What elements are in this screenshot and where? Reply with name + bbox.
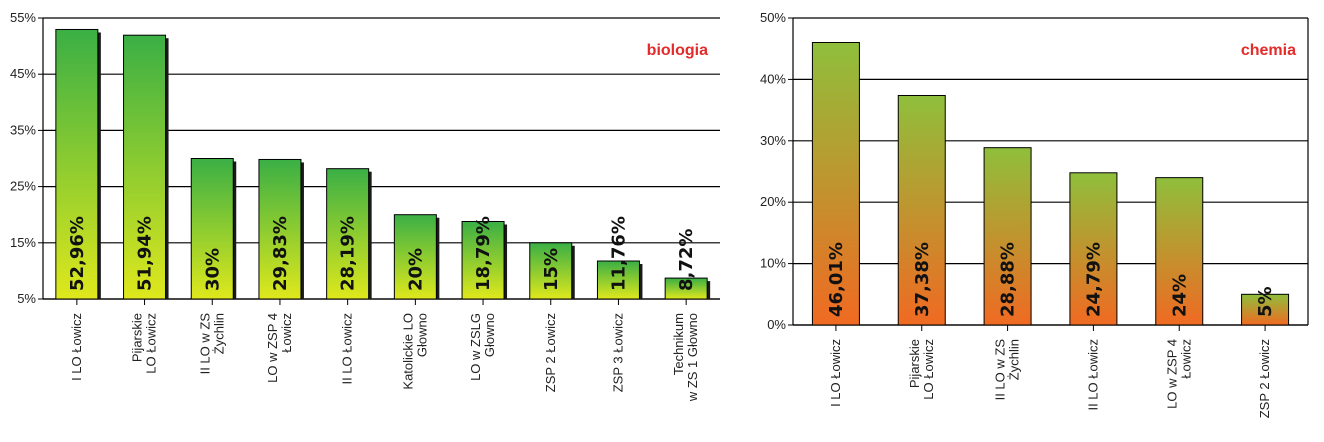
chemistry-chart: 0% 10% 20% 30% 40% 50% 46,01% I LO Łowicz 37,38%… (760, 10, 1309, 418)
value-label: 46,01% (826, 242, 847, 317)
value-label: 11,76% (608, 216, 629, 291)
value-label: 5% (1255, 286, 1276, 317)
category-label: LO w ZSP 4Łowicz (1164, 339, 1193, 409)
category-label: II LO Łowicz (340, 313, 355, 385)
y-tick-label: 45% (10, 66, 36, 81)
y-tick-label: 25% (10, 179, 36, 194)
bar (55, 28, 99, 300)
category-label: LO w ZSP 4Łowicz (265, 313, 294, 383)
category-label: PijarskieLO Łowicz (907, 339, 936, 400)
bar (258, 158, 302, 300)
value-label: 24,79% (1083, 242, 1104, 317)
category-label: I LO Łowicz (828, 339, 843, 407)
y-tick-label: 5% (17, 291, 36, 306)
value-label: 30% (202, 248, 223, 291)
value-label: 51,94% (135, 216, 156, 291)
category-label: ZSP 3 Łowicz (610, 313, 625, 392)
y-tick-label: 40% (760, 71, 786, 86)
value-label: 29,83% (270, 216, 291, 291)
category-label: II LO w ZSŻychlin (197, 313, 226, 375)
value-label: 24% (1169, 274, 1190, 317)
value-label: 15% (541, 248, 562, 291)
y-tick-label: 35% (10, 122, 36, 137)
y-tick-label: 20% (760, 194, 786, 209)
y-tick-label: 55% (10, 10, 36, 25)
category-label: II LO Łowicz (1085, 339, 1100, 411)
bar (461, 221, 505, 300)
category-label: Technikumw ZS 1 Głowno (671, 313, 700, 402)
bar (123, 34, 167, 300)
category-label: I LO Łowicz (69, 313, 84, 381)
category-label: PijarskieLO Łowicz (130, 313, 159, 374)
bar (393, 214, 437, 300)
y-tick-label: 10% (760, 256, 786, 271)
bar (983, 147, 1032, 326)
biology-chart: 5% 15% 25% 35% 45% 55% 52,96% I LO Łowicz 51,94%… (10, 10, 720, 402)
bar (1069, 172, 1118, 326)
value-label: 28,19% (338, 216, 359, 291)
bar (596, 260, 640, 300)
y-tick-label: 15% (10, 235, 36, 250)
y-tick-label: 50% (760, 10, 786, 25)
value-label: 37,38% (912, 242, 933, 317)
value-label: 20% (405, 248, 426, 291)
category-label: II LO w ZSŻychlin (993, 339, 1022, 401)
value-label: 28,88% (998, 242, 1019, 317)
subject-annotation: chemia (1241, 42, 1296, 59)
bar (326, 168, 370, 300)
bar (811, 41, 860, 326)
category-label: ZSP 2 Łowicz (1257, 339, 1272, 418)
category-label: Katolickie LOGłowno (400, 313, 429, 390)
y-tick-label: 30% (760, 133, 786, 148)
category-label: ZSP 2 Łowicz (543, 313, 558, 392)
value-label: 8,72% (676, 229, 697, 291)
category-label: LO w ZSLGGłowno (468, 313, 497, 381)
value-label: 52,96% (67, 216, 88, 291)
bar (529, 242, 573, 300)
y-tick-label: 0% (767, 317, 786, 332)
subject-annotation: biologia (647, 42, 708, 59)
value-label: 18,79% (473, 216, 494, 291)
bar (1155, 177, 1204, 326)
